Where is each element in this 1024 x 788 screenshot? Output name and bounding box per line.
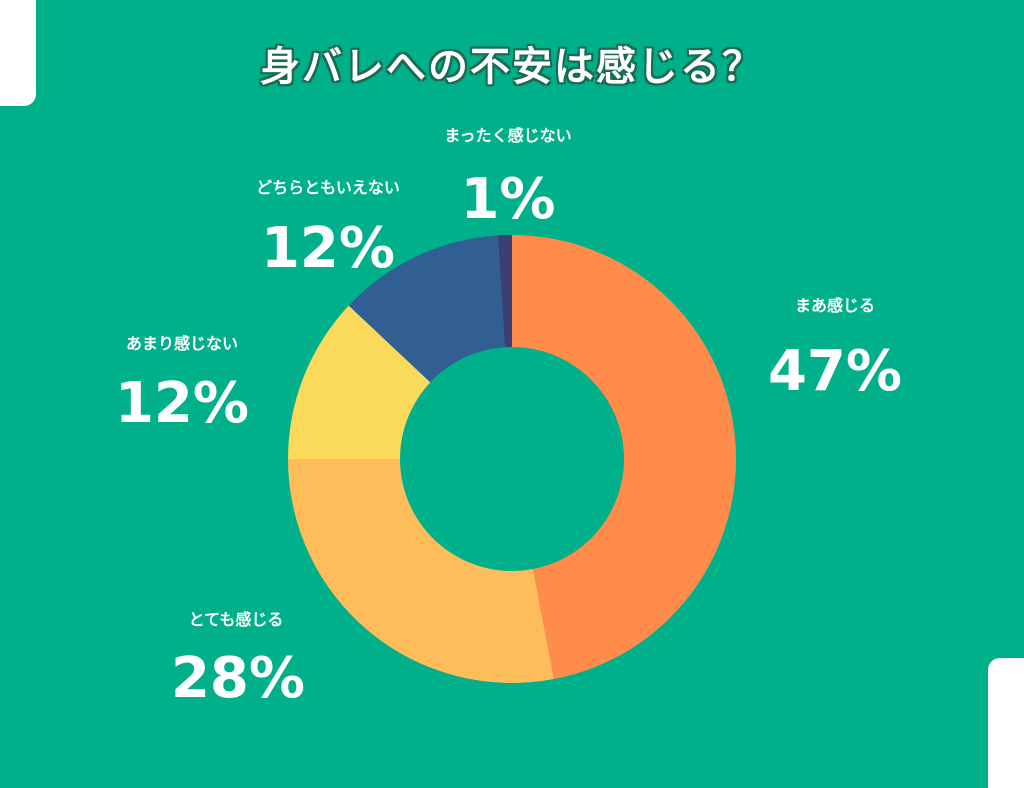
donut-chart: まあ感じる 47% とても感じる 28% あまり感じない 12% どちらともいえない 12% ま… — [115, 126, 902, 711]
slice-percent-2: 28% — [171, 646, 305, 711]
slice-label-4: どちらともいえない — [256, 178, 400, 197]
slice-4 — [348, 235, 505, 383]
slice-percent-5: 1% — [460, 167, 555, 232]
slice-3 — [288, 305, 431, 459]
slice-label-1: まあ感じる — [795, 296, 875, 315]
chart-title: 身バレへの不安は感じる？ — [260, 44, 764, 90]
corner-decoration-bottom-right — [988, 658, 1024, 788]
slice-label-2: とても感じる — [189, 610, 284, 629]
slice-label-5: まったく感じない — [444, 126, 571, 145]
slice-5 — [497, 235, 512, 348]
slice-percent-3: 12% — [115, 371, 249, 436]
slice-1 — [512, 235, 737, 680]
slice-2 — [288, 459, 554, 684]
slice-percent-1: 47% — [768, 339, 902, 404]
corner-decoration-top-left — [0, 0, 36, 106]
slice-label-3: あまり感じない — [126, 334, 238, 353]
slice-percent-4: 12% — [261, 216, 395, 281]
